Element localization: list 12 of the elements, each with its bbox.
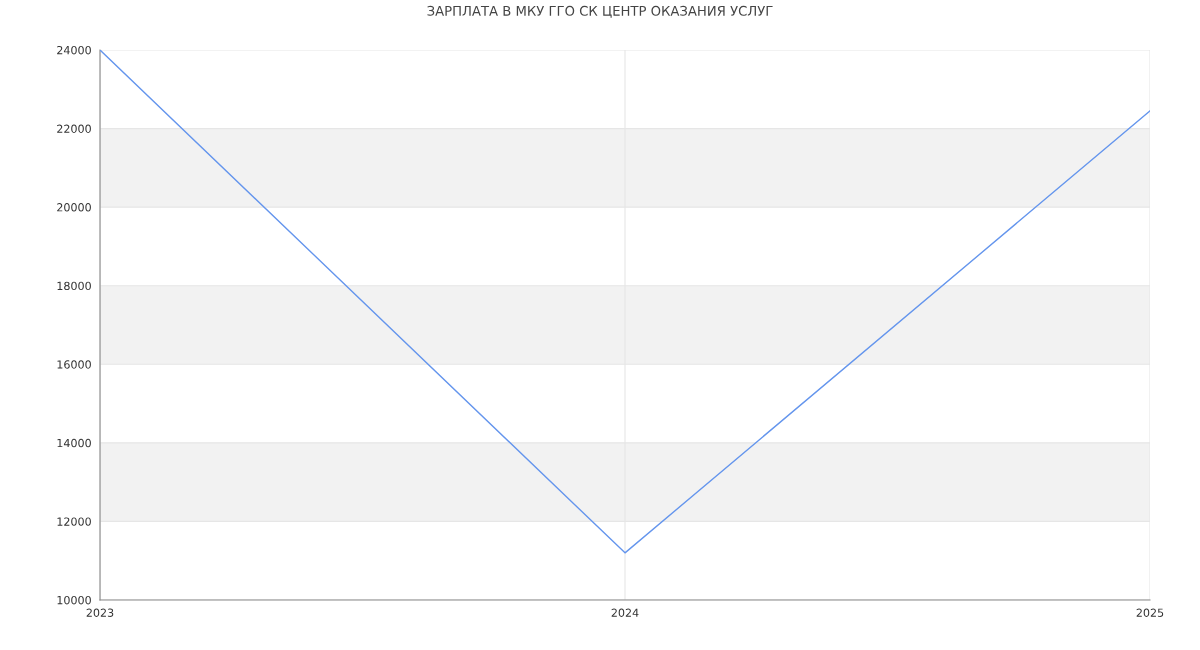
y-tick-label: 16000	[57, 360, 91, 369]
x-tick-label: 2025	[1136, 608, 1164, 617]
y-tick-label: 24000	[57, 45, 91, 55]
y-tick-label: 12000	[57, 517, 91, 526]
y-tick-label: 10000	[57, 595, 91, 605]
x-tick-label: 2023	[86, 608, 114, 617]
y-tick-label: 22000	[57, 124, 91, 133]
x-tick-label: 2024	[611, 608, 639, 617]
y-tick-label: 18000	[57, 281, 91, 291]
chart-title: ЗАРПЛАТА В МКУ ГГО СК ЦЕНТР ОКАЗАНИЯ УСЛУГ	[427, 5, 773, 18]
y-tick-label: 20000	[57, 203, 91, 212]
y-tick-label: 14000	[57, 438, 91, 448]
